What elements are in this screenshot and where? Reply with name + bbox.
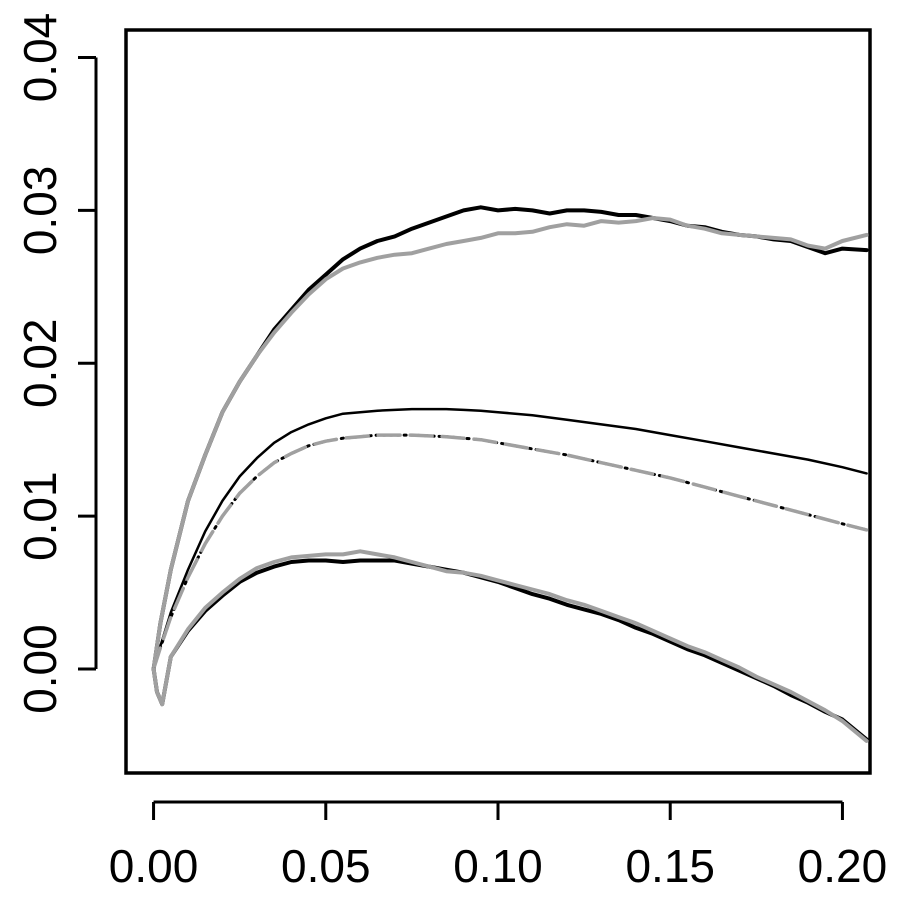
series-layer [151,205,869,743]
x-tick-label: 0.10 [453,840,543,892]
plot-frame [124,28,872,775]
x-tick-label: 0.15 [625,840,715,892]
x-axis: 0.00 0.05 0.10 0.15 0.20 [109,800,888,892]
y-tick-label: 0.03 [14,166,66,256]
y-tick-label: 0.01 [14,471,66,561]
y-tick-label: 0.02 [14,319,66,409]
series-line-7 [151,549,869,743]
x-tick-label: 0.00 [109,840,199,892]
y-tick-label: 0.00 [14,624,66,714]
y-tick-label: 0.04 [14,13,66,103]
series-line-4 [152,433,869,671]
series-line-1 [151,205,869,671]
series-line-2 [151,216,869,671]
x-tick-label: 0.20 [798,840,888,892]
series-line-5 [151,433,869,671]
x-tick-label: 0.05 [281,840,371,892]
y-axis: 0.00 0.01 0.02 0.03 0.04 [14,13,98,714]
series-line-6 [151,558,869,742]
series-line-3 [152,407,868,671]
